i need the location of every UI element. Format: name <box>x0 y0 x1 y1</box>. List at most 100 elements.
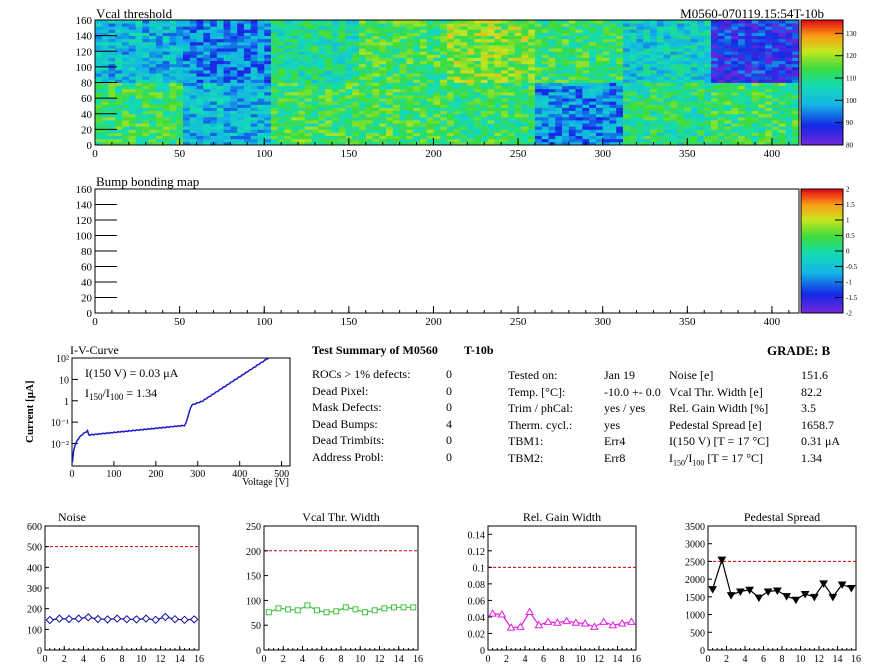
heatmap-cell <box>548 85 556 90</box>
heatmap-cell <box>589 41 597 46</box>
heatmap-cell <box>149 85 157 90</box>
heatmap-cell <box>656 54 665 58</box>
heatmap-cell <box>95 76 103 80</box>
heatmap-cell <box>501 29 509 33</box>
heatmap-cell <box>778 101 786 105</box>
heatmap-cell <box>243 138 252 143</box>
summary-title: Test Summary of M0560 <box>312 343 438 357</box>
heatmap-cell <box>250 57 258 62</box>
heatmap-cell <box>643 32 651 37</box>
heatmap-cell <box>298 45 306 49</box>
heatmap-cell <box>474 123 482 127</box>
heatmap-cell <box>365 116 373 121</box>
heatmap-cell <box>277 38 285 43</box>
heatmap-cell <box>413 91 421 96</box>
heatmap-cell <box>528 41 536 46</box>
heatmap-cell <box>392 45 401 49</box>
data-point <box>819 580 828 588</box>
heatmap-cell <box>298 120 306 124</box>
colorbar-swatch <box>801 300 843 304</box>
heatmap-cell <box>683 110 692 115</box>
heatmap-cell <box>535 79 543 83</box>
heatmap-cell <box>115 54 123 58</box>
heatmap-cell <box>609 60 617 65</box>
heatmap-x-tick-label: 350 <box>679 148 696 160</box>
heatmap-cell <box>623 129 631 133</box>
heatmap-cell <box>257 88 265 93</box>
heatmap-cell <box>602 26 610 30</box>
heatmap-cell <box>277 20 285 24</box>
heatmap-cell <box>304 107 313 112</box>
heatmap-cell <box>237 123 245 127</box>
heatmap-cell <box>392 60 401 65</box>
heatmap-cell <box>108 116 116 121</box>
heatmap-cell <box>453 23 461 27</box>
heatmap-cell <box>507 48 516 52</box>
heatmap-cell <box>433 70 441 74</box>
heatmap-cell <box>122 29 130 33</box>
heatmap-cell <box>467 38 475 43</box>
heatmap-cell <box>257 76 265 80</box>
heatmap-cell <box>751 20 759 24</box>
heatmap-cell <box>453 57 461 62</box>
heatmap-cell <box>257 107 265 112</box>
heatmap-cell <box>433 26 441 30</box>
heatmap-cell <box>609 120 617 124</box>
heatmap-cell <box>751 29 759 33</box>
data-point <box>112 614 122 623</box>
y-tick-label: 100 <box>27 625 42 636</box>
pedestal-spread-value: 1658.7 <box>801 417 834 432</box>
heatmap-cell <box>196 26 204 30</box>
heatmap-cell <box>399 107 407 112</box>
heatmap-cell <box>535 135 543 140</box>
heatmap-cell <box>589 85 597 90</box>
heatmap-cell <box>406 32 414 37</box>
heatmap-cell <box>379 85 387 90</box>
heatmap-cell <box>562 60 570 65</box>
heatmap-cell <box>277 23 285 27</box>
heatmap-cell <box>629 85 637 90</box>
heatmap-cell <box>291 104 299 108</box>
heatmap-cell <box>541 113 549 118</box>
heatmap-cell <box>548 107 556 112</box>
heatmap-cell <box>413 70 421 74</box>
heatmap-cell <box>677 129 685 133</box>
heatmap-cell <box>196 63 204 68</box>
heatmap-cell <box>663 76 671 80</box>
heatmap-cell <box>731 66 739 71</box>
heatmap-cell <box>413 35 421 40</box>
data-point <box>285 606 292 613</box>
heatmap-cell <box>514 45 522 49</box>
heatmap-cell <box>778 51 786 55</box>
heatmap-cell <box>352 26 360 30</box>
heatmap-cell <box>650 23 658 27</box>
heatmap-cell <box>677 113 685 118</box>
heatmap-cell <box>690 91 698 96</box>
heatmap-cell <box>345 26 353 30</box>
heatmap-cell <box>128 79 137 83</box>
heatmap-cell <box>575 60 583 65</box>
x-tick-label: 6 <box>100 654 105 665</box>
heatmap-cell <box>365 73 373 77</box>
heatmap-cell <box>162 51 170 55</box>
heatmap-cell <box>656 26 665 30</box>
heatmap-cell <box>656 48 665 52</box>
heatmap-cell <box>142 48 150 52</box>
heatmap-cell <box>95 79 103 83</box>
heatmap-cell <box>595 32 604 37</box>
heatmap-cell <box>426 132 434 137</box>
heatmap-cell <box>514 54 522 58</box>
colorbar-swatch <box>801 105 843 108</box>
heatmap-cell <box>142 104 150 108</box>
colorbar-swatch <box>801 280 843 284</box>
heatmap-cell <box>629 95 637 99</box>
heatmap-cell <box>115 70 123 74</box>
heatmap-cell <box>304 138 313 143</box>
heatmap-cell <box>243 113 252 118</box>
heatmap-cell <box>250 26 258 30</box>
heatmap-cell <box>717 41 725 46</box>
heatmap-cell <box>771 95 780 99</box>
heatmap-cell <box>95 88 103 93</box>
heatmap-cell <box>521 63 529 68</box>
heatmap-cell <box>196 60 204 65</box>
